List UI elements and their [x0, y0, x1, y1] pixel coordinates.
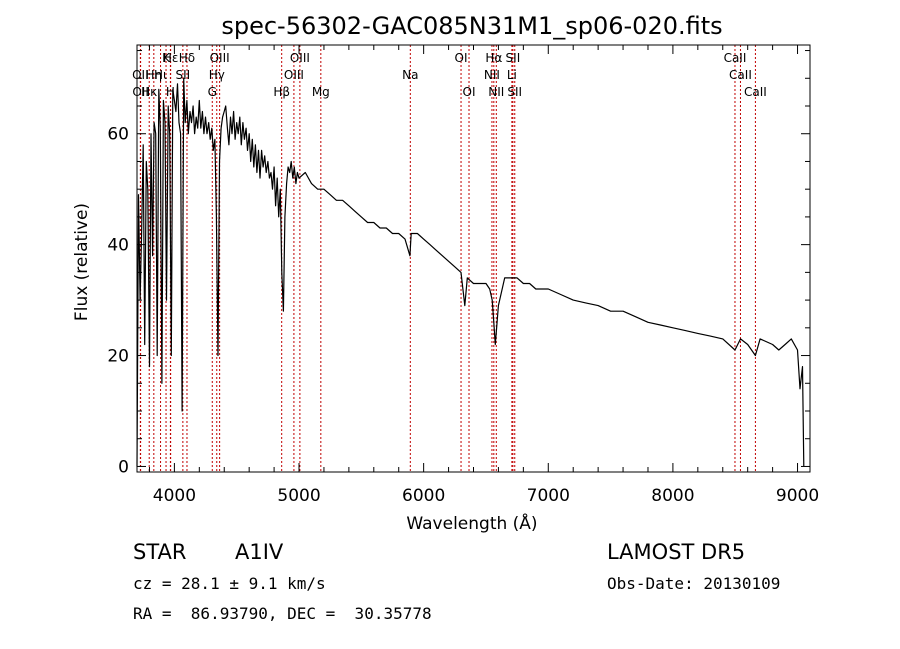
- line-marker-label: Hκ: [141, 85, 157, 99]
- line-marker-label: CaII: [744, 85, 767, 99]
- x-tick-label: 5000: [277, 486, 320, 506]
- line-marker-label: NII: [488, 85, 504, 99]
- line-marker-label: H: [166, 85, 175, 99]
- y-tick-label: 40: [107, 236, 129, 256]
- x-tick-label: 7000: [527, 486, 570, 506]
- ra-dec-coordinates: RA = 86.93790, DEC = 30.35778: [133, 604, 432, 623]
- line-marker-label: OI: [455, 51, 468, 65]
- survey-name: LAMOST DR5: [607, 540, 746, 564]
- line-marker-label: Hγ: [209, 68, 225, 82]
- y-tick-label: 20: [107, 347, 129, 367]
- line-marker-label: Hε: [163, 51, 179, 65]
- line-marker-label: G: [208, 85, 217, 99]
- line-marker-label: Hη: [146, 68, 163, 82]
- line-marker-label: OII: [132, 85, 149, 99]
- line-marker-label: Li: [507, 68, 517, 82]
- line-marker-label: SII: [507, 85, 522, 99]
- y-axis-label: Flux (relative): [72, 203, 92, 321]
- y-tick-label: 0: [118, 457, 129, 477]
- line-marker-label: Hδ: [179, 51, 195, 65]
- x-axis: 4000 5000 6000 7000 8000 9000: [148, 45, 819, 506]
- x-tick-label: 6000: [402, 486, 445, 506]
- chart-title: spec-56302-GAC085N31M1_sp06-020.fits: [221, 12, 722, 40]
- line-marker-label: K: [162, 51, 171, 65]
- line-marker-label: Mg: [312, 85, 330, 99]
- x-tick-label: 8000: [651, 486, 694, 506]
- spectrum-line: [136, 77, 805, 467]
- line-marker-label: OIII: [210, 51, 230, 65]
- line-marker-label: CaII: [729, 68, 752, 82]
- line-marker-label: Hβ: [273, 85, 290, 99]
- line-marker-label: NII: [484, 68, 500, 82]
- y-tick-label: 60: [107, 125, 129, 145]
- y-axis: 0 20 40 60: [107, 50, 810, 477]
- line-marker-label: Hι: [154, 68, 167, 82]
- line-marker-label: OIII: [284, 68, 304, 82]
- x-tick-label: 9000: [776, 486, 819, 506]
- line-marker-label: SII: [506, 51, 521, 65]
- spectrum-series: [136, 77, 805, 467]
- x-tick-label: 4000: [153, 486, 196, 506]
- line-marker-label: CaII: [724, 51, 747, 65]
- line-marker-label: Hα: [485, 51, 502, 65]
- line-marker-label: SII: [176, 68, 191, 82]
- x-axis-label: Wavelength (Å): [406, 512, 537, 534]
- observation-date: Obs-Date: 20130109: [607, 574, 781, 593]
- line-marker-label: Na: [402, 68, 418, 82]
- line-marker-label: OI: [463, 85, 476, 99]
- spectrum-chart: spec-56302-GAC085N31M1_sp06-020.fits HεK…: [72, 12, 819, 534]
- redshift-velocity: cz = 28.1 ± 9.1 km/s: [133, 574, 326, 593]
- line-marker-label: OIII: [290, 51, 310, 65]
- object-class: STAR: [133, 540, 187, 564]
- plot-frame: [136, 44, 811, 473]
- spectral-line-markers: [139, 45, 756, 472]
- line-marker-label: OII: [132, 68, 149, 82]
- object-subclass: A1IV: [235, 540, 284, 564]
